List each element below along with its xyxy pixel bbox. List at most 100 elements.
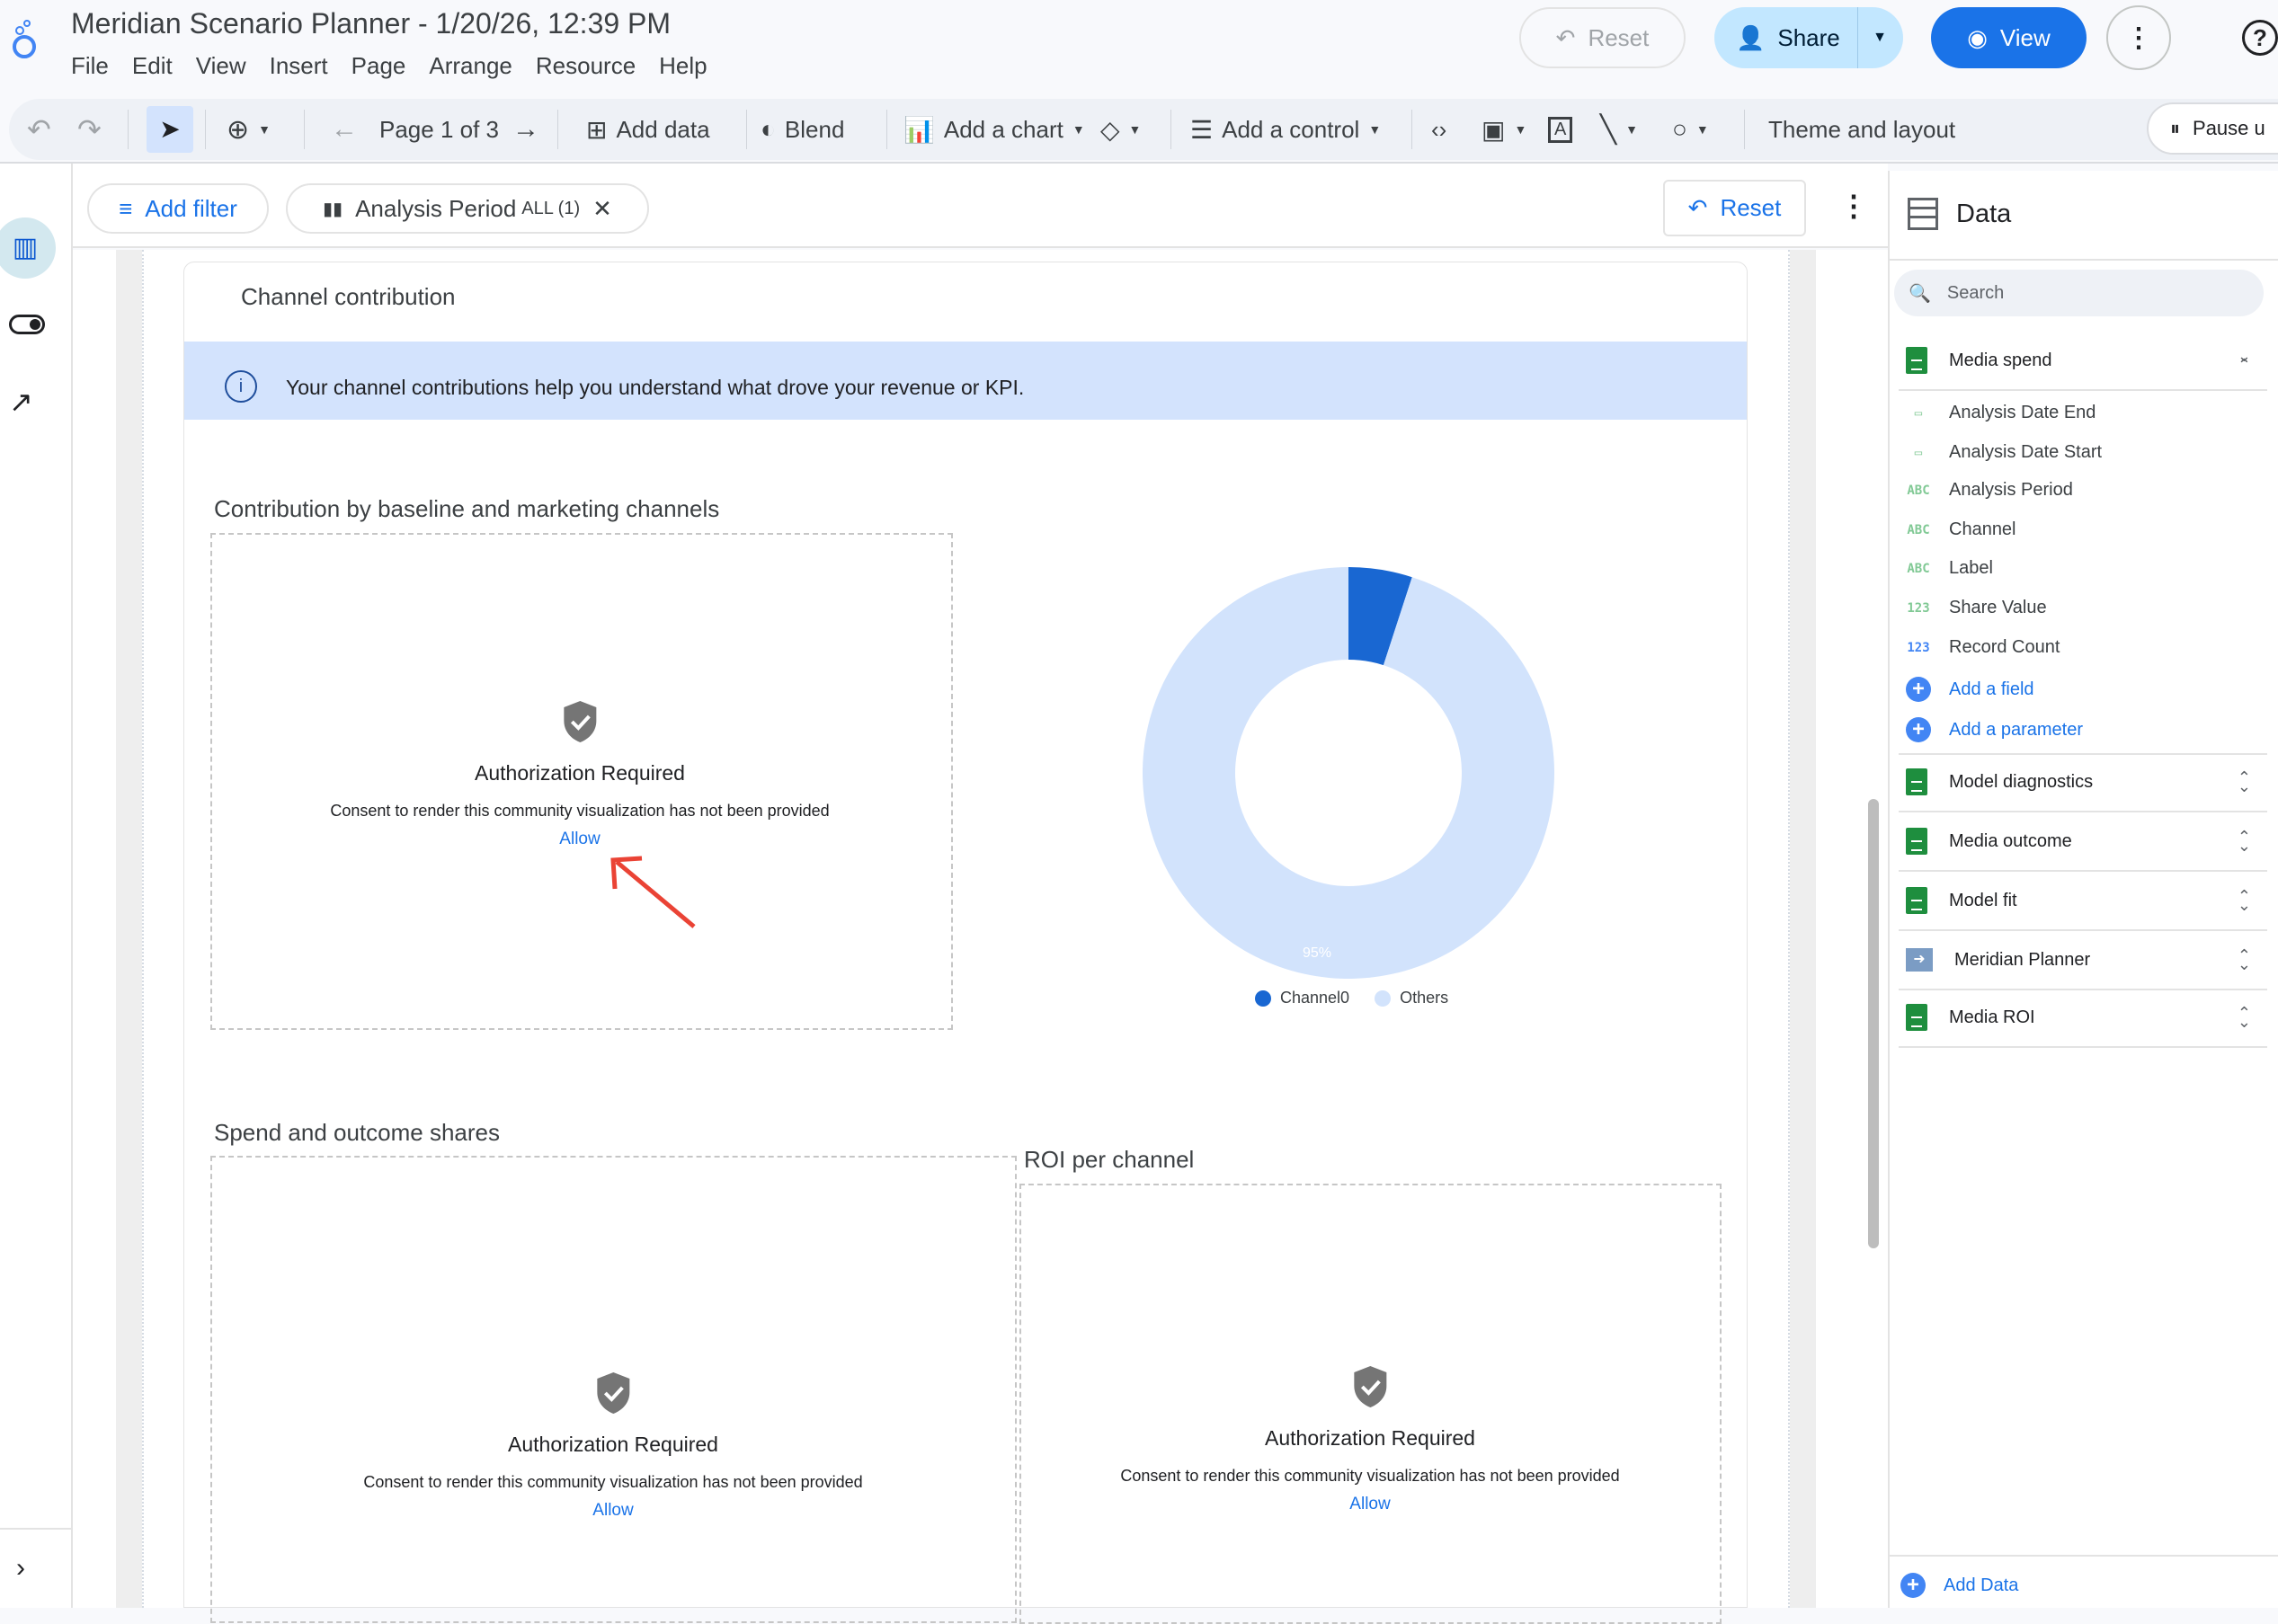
theme-and-layout-button[interactable]: Theme and layout: [1768, 115, 1956, 143]
expand-icon[interactable]: ⌃ ⌄: [2237, 828, 2251, 855]
legend-item-channel0[interactable]: Channel0: [1255, 989, 1349, 1007]
image-icon: ▣: [1482, 115, 1506, 144]
data-source-meridian-planner[interactable]: ➜ Meridian Planner ⌃ ⌄: [1899, 931, 2267, 990]
redo-button[interactable]: ↷: [77, 113, 102, 146]
add-circle-icon: +: [1906, 677, 1931, 702]
menu-file[interactable]: File: [71, 52, 109, 79]
menu-arrange[interactable]: Arrange: [429, 52, 512, 79]
menu-edit[interactable]: Edit: [131, 52, 173, 79]
sheets-icon: [1906, 887, 1927, 914]
sheets-icon: [1906, 1004, 1927, 1031]
field-item[interactable]: 123 Share Value: [1907, 598, 2047, 617]
expand-icon[interactable]: ⌃ ⌄: [2237, 946, 2251, 973]
report-pages-icon[interactable]: ▥: [0, 217, 56, 279]
field-item[interactable]: 123 Record Count: [1907, 637, 2060, 657]
field-item[interactable]: ▭ Analysis Date End: [1906, 403, 2096, 423]
auth-consent-text: Consent to render this community visuali…: [1120, 1467, 1620, 1485]
allow-link[interactable]: Allow: [1349, 1495, 1391, 1513]
donut-slice-channel0[interactable]: [1348, 567, 1412, 666]
community-components-button[interactable]: ◇ ▼: [1100, 115, 1142, 144]
menu-help[interactable]: Help: [659, 52, 707, 79]
close-icon[interactable]: ✕: [592, 194, 612, 222]
data-label-others: 95%: [1303, 945, 1331, 961]
field-item[interactable]: ▭ Analysis Date Start: [1906, 442, 2102, 463]
filter-reset-button[interactable]: ↶ Reset: [1663, 180, 1806, 236]
field-item[interactable]: ABC Channel: [1907, 519, 2016, 539]
text-box-button[interactable]: A: [1548, 113, 1573, 146]
sheets-icon: [1906, 768, 1927, 795]
shield-check-icon: [1120, 1364, 1619, 1414]
header-reset-button[interactable]: ↶ Reset: [1519, 7, 1686, 68]
authorization-prompt: Authorization Required Consent to render…: [363, 1371, 863, 1521]
app-logo[interactable]: [11, 16, 38, 59]
trending-icon[interactable]: ↗: [9, 386, 33, 418]
add-field-button[interactable]: + Add a field: [1906, 677, 2034, 702]
more-options-button[interactable]: ⋮: [2106, 5, 2171, 70]
donut-chart: 5% 95%: [1143, 557, 1554, 979]
expand-icon[interactable]: ⌃ ⌄: [2237, 887, 2251, 914]
filter-more-icon[interactable]: ⋮: [1839, 190, 1868, 222]
help-icon[interactable]: ?: [2242, 20, 2278, 56]
dropdown-icon: ▼: [258, 122, 271, 137]
canvas-scrollbar[interactable]: [1868, 799, 1879, 1248]
shield-check-icon: [363, 1371, 862, 1420]
add-control-button[interactable]: ☰ Add a control ▼: [1190, 115, 1382, 144]
expand-icon[interactable]: ⌃ ⌄: [2237, 1004, 2251, 1031]
auth-consent-text: Consent to render this community visuali…: [330, 802, 830, 820]
menu-insert[interactable]: Insert: [269, 52, 328, 79]
text-type-icon: ABC: [1907, 561, 1930, 576]
image-button[interactable]: ▣ ▼: [1482, 115, 1527, 144]
add-control-icon: ☰: [1190, 115, 1214, 144]
auth-title: Authorization Required: [475, 761, 685, 785]
section-title-roi: ROI per channel: [1024, 1146, 1195, 1173]
data-table-icon: [1908, 198, 1938, 230]
add-data-button[interactable]: ⊞ Add data: [586, 115, 710, 144]
shape-button[interactable]: ○ ▼: [1672, 115, 1709, 143]
view-button[interactable]: ◉ View: [1931, 7, 2087, 68]
blend-button[interactable]: ◐ Blend: [761, 115, 845, 143]
toggle-icon[interactable]: [9, 315, 45, 334]
data-source-model-diagnostics[interactable]: Model diagnostics ⌃ ⌄: [1899, 753, 2267, 812]
shape-icon: ○: [1672, 115, 1687, 143]
report-title[interactable]: Meridian Scenario Planner - 1/20/26, 12:…: [71, 7, 672, 40]
search-field[interactable]: 🔍 Search: [1894, 270, 2264, 316]
field-item[interactable]: ABC Analysis Period: [1907, 480, 2073, 500]
auth-consent-text: Consent to render this community visuali…: [363, 1473, 863, 1491]
section-title-contribution: Contribution by baseline and marketing c…: [214, 495, 720, 522]
allow-link[interactable]: Allow: [592, 1501, 634, 1520]
search-icon: 🔍: [1909, 283, 1931, 304]
allow-link[interactable]: Allow: [559, 830, 601, 848]
add-chart-button[interactable]: 📊 Add a chart ▼: [903, 115, 1085, 144]
data-source-media-roi[interactable]: Media ROI ⌃ ⌄: [1899, 989, 2267, 1048]
embed-code-button[interactable]: ‹›: [1431, 113, 1446, 146]
next-page-button[interactable]: →: [512, 114, 539, 144]
menu-page[interactable]: Page: [351, 52, 406, 79]
menu-view[interactable]: View: [195, 52, 246, 79]
collapse-icon[interactable]: ⌄ ⌃: [2237, 347, 2251, 374]
share-dropdown-icon[interactable]: ▼: [1857, 7, 1887, 68]
pause-updates-button[interactable]: ⏸ Pause u: [2147, 102, 2278, 155]
menu-resource[interactable]: Resource: [535, 52, 636, 79]
expand-icon[interactable]: ⌃ ⌄: [2237, 768, 2251, 795]
select-tool-button[interactable]: ➤: [147, 106, 193, 153]
add-filter-button[interactable]: ≡ Add filter: [87, 183, 269, 234]
line-button[interactable]: ╲ ▼: [1600, 114, 1638, 145]
data-source-media-spend[interactable]: Media spend ⌄ ⌃: [1899, 332, 2267, 391]
data-source-media-outcome[interactable]: Media outcome ⌃ ⌄: [1899, 812, 2267, 872]
zoom-button[interactable]: ⊕ ▼: [227, 113, 271, 146]
zoom-icon: ⊕: [227, 114, 250, 145]
undo-button[interactable]: ↶: [27, 113, 51, 146]
donut-slice-others[interactable]: [1143, 567, 1554, 979]
add-data-source-button[interactable]: + Add Data: [1900, 1573, 2018, 1598]
field-item[interactable]: ABC Label: [1907, 558, 1993, 578]
analysis-period-filter-chip[interactable]: ▮▮ Analysis Period ALL (1) ✕: [286, 183, 649, 234]
info-banner: [184, 342, 1747, 420]
data-source-model-fit[interactable]: Model fit ⌃ ⌄: [1899, 872, 2267, 931]
share-button[interactable]: 👤 Share ▼: [1714, 7, 1903, 68]
auth-title: Authorization Required: [508, 1433, 718, 1456]
legend-item-others[interactable]: Others: [1375, 989, 1448, 1007]
text-type-icon: ABC: [1907, 483, 1930, 498]
previous-page-button[interactable]: ←: [331, 114, 358, 144]
expand-rail-icon[interactable]: ›: [16, 1553, 25, 1583]
add-parameter-button[interactable]: + Add a parameter: [1906, 717, 2083, 742]
